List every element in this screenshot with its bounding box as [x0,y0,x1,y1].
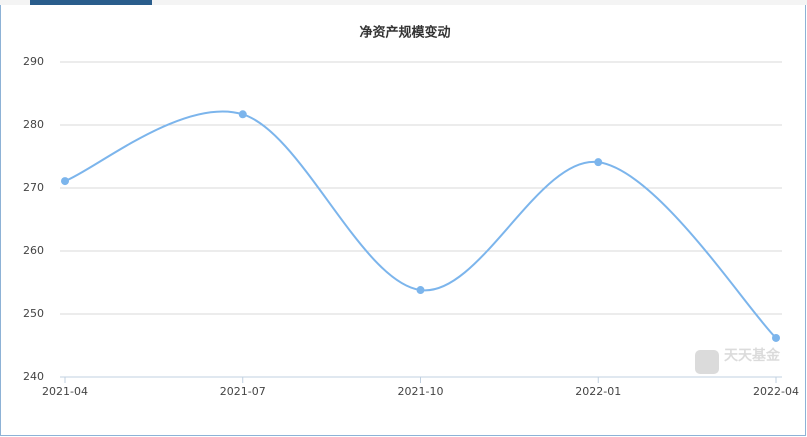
chart-title: 净资产规模变动 [359,25,450,41]
y-tick-label: 250 [23,307,44,320]
x-tick-label: 2021-07 [220,385,266,398]
watermark: 天天基金 [724,347,781,364]
frame [0,4,806,436]
y-tick-label: 270 [23,181,44,194]
point [416,286,425,295]
point [238,110,247,119]
y-tick-label: 260 [23,244,44,257]
x-tick-label: 2022-04 [753,385,799,398]
point [61,177,69,186]
x-tick-label: 2022-01 [575,385,621,398]
point [772,333,780,342]
y-tick-label: 280 [23,118,44,131]
y-tick-label: 240 [23,370,44,383]
x-tick-label: 2021-10 [398,385,444,398]
watermark-logo [695,350,719,374]
tab [30,0,152,5]
x-tick-label: 2021-04 [42,385,88,398]
watermark-group: 天天基金 [695,347,781,374]
tab-bar [0,0,807,5]
point [594,158,603,167]
y-tick-label: 290 [23,55,44,68]
